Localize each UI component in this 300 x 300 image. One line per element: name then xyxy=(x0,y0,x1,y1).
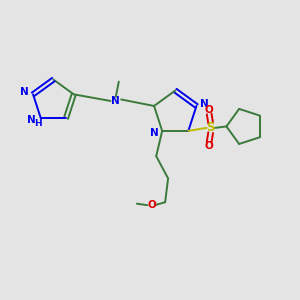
Text: O: O xyxy=(147,200,156,210)
Text: N: N xyxy=(111,96,120,106)
Text: O: O xyxy=(205,141,214,151)
Text: S: S xyxy=(206,122,215,134)
Text: N: N xyxy=(150,128,159,138)
Text: N: N xyxy=(20,87,29,97)
Text: N: N xyxy=(27,115,36,125)
Text: N: N xyxy=(200,100,209,110)
Text: O: O xyxy=(205,105,214,115)
Text: H: H xyxy=(34,119,42,128)
